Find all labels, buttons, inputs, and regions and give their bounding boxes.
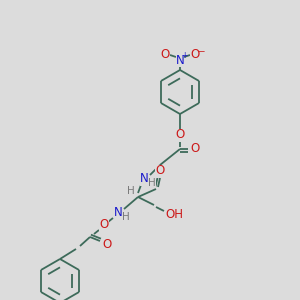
Text: O: O (190, 49, 200, 62)
Text: O: O (176, 128, 184, 142)
Text: N: N (176, 53, 184, 67)
Text: H: H (127, 186, 135, 196)
Text: O: O (99, 218, 109, 232)
Text: O: O (102, 238, 112, 250)
Text: H: H (148, 178, 156, 188)
Text: O: O (190, 142, 200, 155)
Text: H: H (122, 212, 130, 222)
Text: +: + (181, 52, 187, 61)
Text: −: − (197, 46, 205, 56)
Text: N: N (140, 172, 148, 185)
Text: OH: OH (165, 208, 183, 220)
Text: O: O (155, 164, 165, 178)
Text: N: N (114, 206, 122, 220)
Text: O: O (160, 49, 169, 62)
